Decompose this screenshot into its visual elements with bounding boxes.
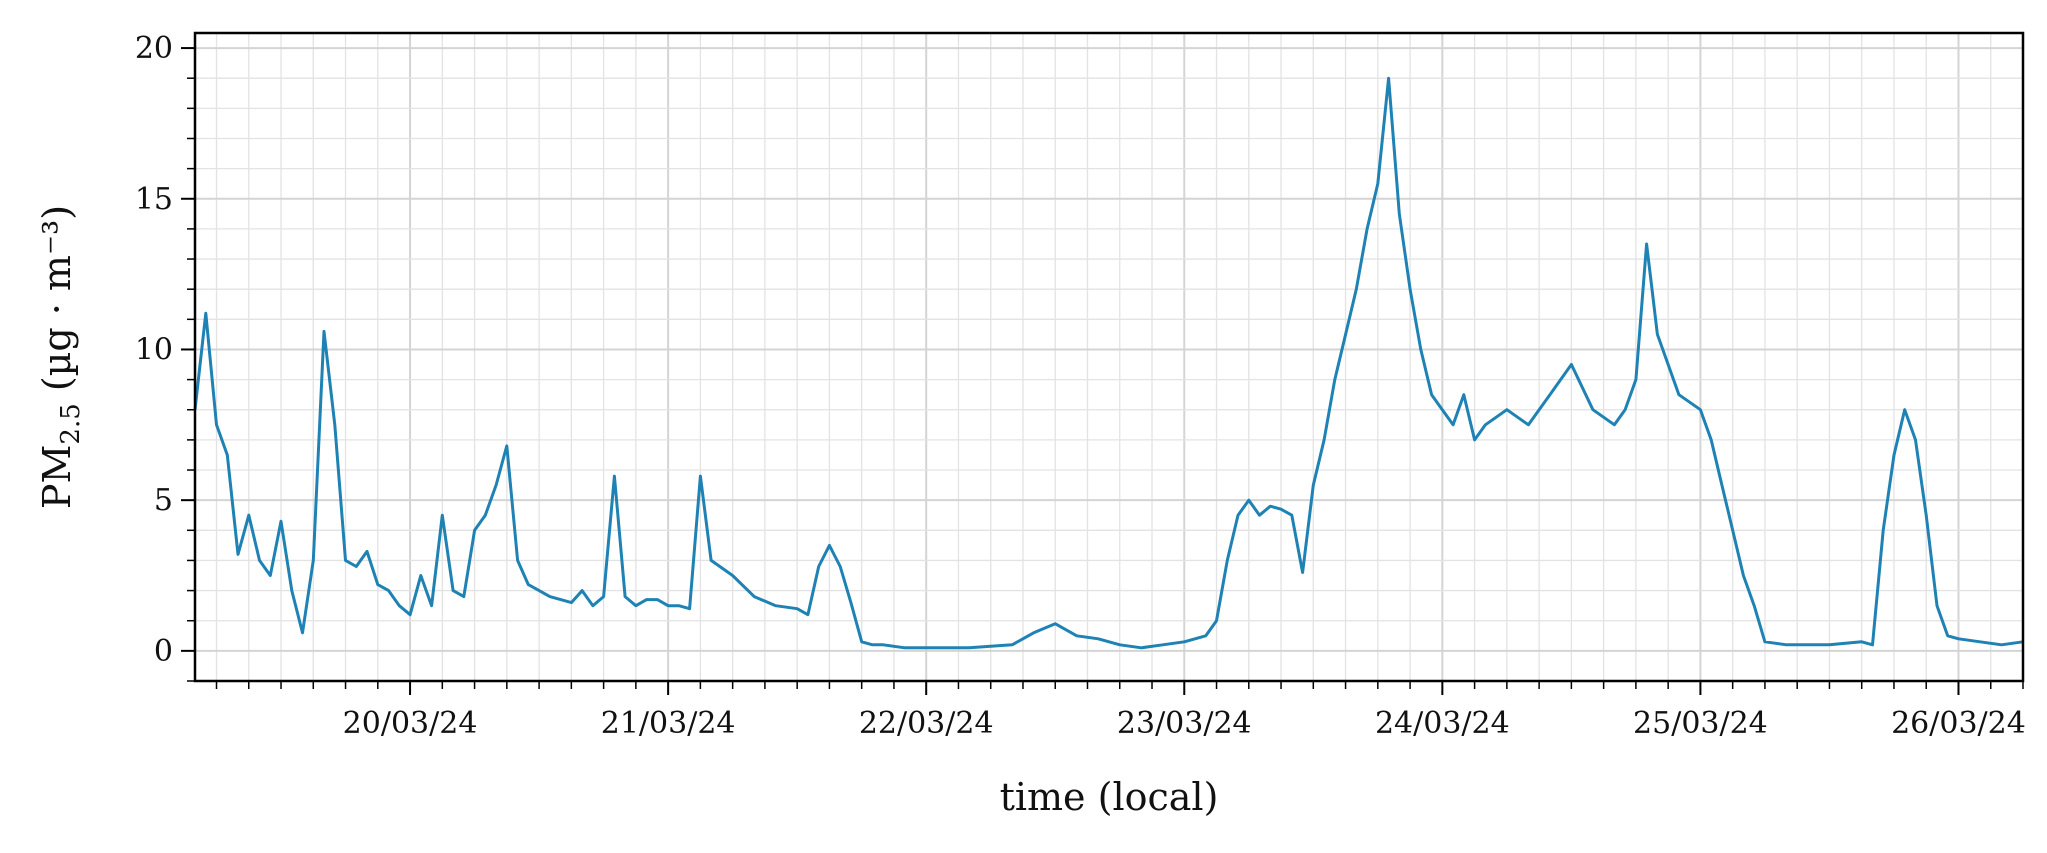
x-tick-label: 25/03/24 <box>1633 706 1768 741</box>
y-tick-label: 20 <box>135 31 173 66</box>
pm25-series-line <box>193 76 2024 650</box>
x-tick-labels: 20/03/24 21/03/24 22/03/24 23/03/24 24/03/24… <box>343 706 2026 741</box>
x-tick-label: 22/03/24 <box>859 706 994 741</box>
y-tick-label: 10 <box>135 332 173 367</box>
x-tick-label: 20/03/24 <box>343 706 478 741</box>
y-tick-label: 0 <box>154 634 173 669</box>
y-axis-label-units: (µg · m⁻³) <box>35 205 79 403</box>
plot-frame <box>193 31 2025 683</box>
x-tick-label: 21/03/24 <box>601 706 736 741</box>
x-axis-label: time (local) <box>1000 775 1219 819</box>
y-tick-labels: 0 5 10 15 20 <box>135 31 173 669</box>
x-tick-label: 26/03/24 <box>1891 706 2026 741</box>
y-axis-label-main: PM <box>35 445 79 509</box>
x-tick-label: 24/03/24 <box>1375 706 1510 741</box>
y-axis-label: PM2.5 (µg · m⁻³) <box>35 205 86 509</box>
axis-ticks <box>181 47 2024 695</box>
grid <box>195 33 2024 682</box>
y-tick-label: 15 <box>135 182 173 217</box>
y-axis-label-subscript: 2.5 <box>56 403 86 444</box>
y-tick-label: 5 <box>154 483 173 518</box>
series-layer <box>193 76 2024 650</box>
x-tick-label: 23/03/24 <box>1117 706 1252 741</box>
